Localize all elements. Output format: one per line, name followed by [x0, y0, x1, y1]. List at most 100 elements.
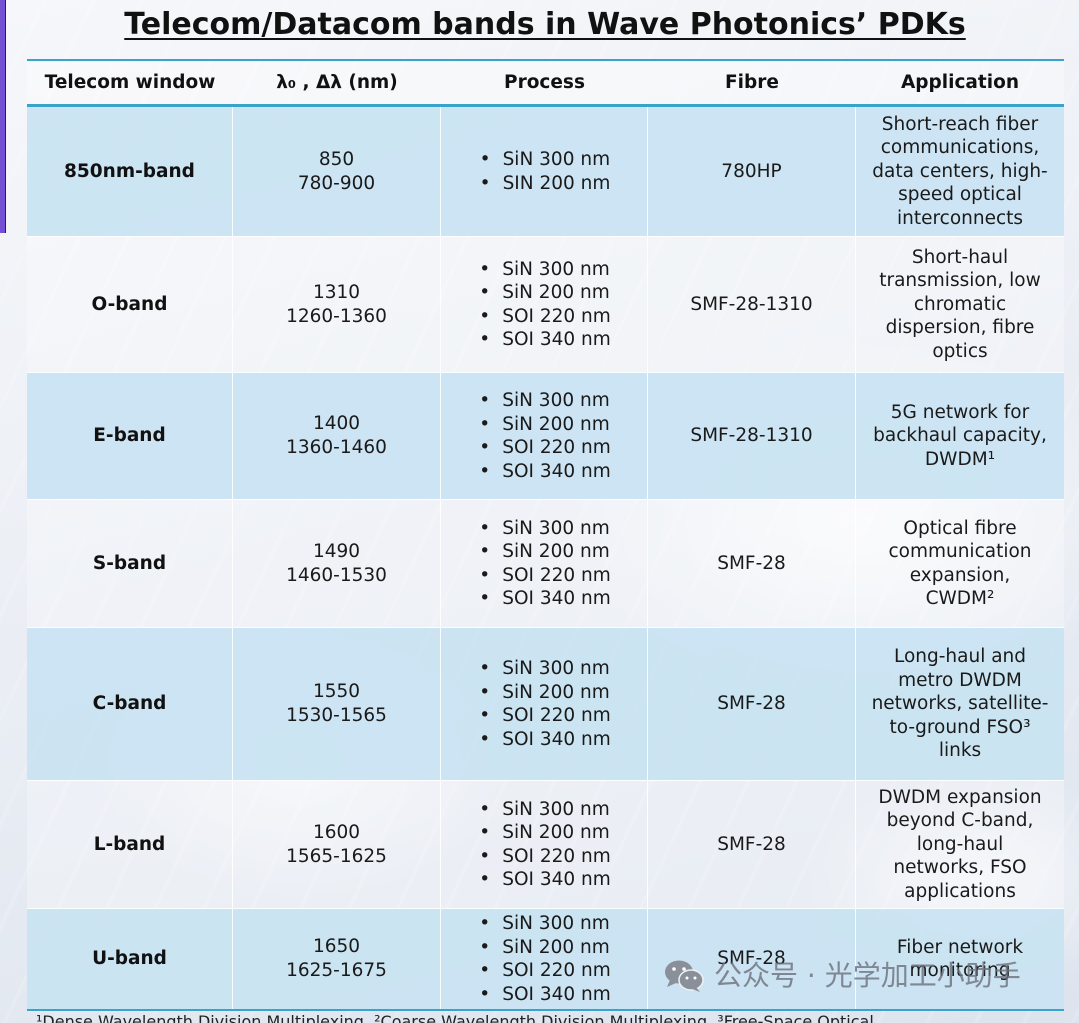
wavelength-range: 1565-1625 — [286, 845, 387, 867]
application-line: CWDM² — [925, 588, 995, 609]
process-list: SiN 300 nm SiN 200 nm SOI 220 nm SOI 340… — [477, 389, 611, 483]
process-list: SiN 300 nm SiN 200 nm SOI 220 nm SOI 340… — [477, 657, 611, 751]
application-line: beyond C-band, — [886, 810, 1034, 832]
process-item: SiN 200 nm — [477, 413, 611, 437]
application-line: DWDM expansion — [878, 786, 1042, 808]
application-cell: DWDM expansion beyond C-band, long-haul … — [856, 781, 1064, 908]
process-item: SOI 220 nm — [477, 959, 611, 983]
application-line: Optical fibre — [903, 517, 1017, 539]
wavelength-cell: 1550 1530-1565 — [233, 628, 441, 780]
process-item: SOI 340 nm — [477, 868, 611, 892]
process-list: SiN 300 nm SiN 200 nm SOI 220 nm SOI 340… — [477, 912, 611, 1006]
column-header-process: Process — [504, 71, 585, 93]
process-item: SOI 220 nm — [477, 845, 611, 869]
process-list: SiN 300 nm SIN 200 nm — [478, 148, 611, 195]
process-cell: SiN 300 nm SiN 200 nm SOI 220 nm SOI 340… — [441, 237, 648, 372]
process-item: SOI 340 nm — [477, 983, 611, 1007]
application-line: networks, FSO — [893, 857, 1027, 879]
wavelength-range: 1625-1675 — [286, 960, 387, 981]
footnote-text: ¹Dense Wavelength Division Multiplexing,… — [36, 1012, 874, 1023]
fibre-type: SMF-28 — [648, 500, 856, 627]
application-line: Long-haul and — [893, 646, 1027, 668]
process-item: SiN 200 nm — [477, 936, 611, 960]
wechat-icon — [665, 960, 704, 992]
center-wavelength: 1550 — [312, 681, 361, 702]
wavelength-cell: 850 780-900 — [233, 107, 441, 236]
page-title: Telecom/Datacom bands in Wave Photonics’… — [124, 7, 966, 42]
application-line: speed optical — [898, 184, 1022, 206]
process-item: SOI 340 nm — [477, 587, 611, 611]
band-name: C-band — [27, 628, 233, 780]
process-cell: SiN 300 nm SiN 200 nm SOI 220 nm SOI 340… — [441, 781, 648, 908]
process-item: SOI 220 nm — [477, 704, 611, 728]
watermark: 公众号 · 光学加工小助手 — [664, 958, 1021, 994]
side-accent-bar — [0, 0, 6, 233]
process-item: SIN 200 nm — [478, 172, 611, 196]
footnote: ¹Dense Wavelength Division Multiplexing,… — [36, 1012, 1066, 1023]
process-item: SOI 220 nm — [477, 305, 611, 329]
fibre-type: SMF-28 — [648, 781, 856, 908]
application-line: communications, — [880, 137, 1040, 159]
application-line: chromatic — [913, 293, 1007, 315]
center-wavelength: 1650 — [312, 936, 361, 957]
application-line: transmission, low — [879, 270, 1041, 292]
center-wavelength: 1490 — [312, 540, 361, 562]
band-name: 850nm-band — [27, 107, 233, 236]
process-cell: SiN 300 nm SiN 200 nm SOI 220 nm SOI 340… — [441, 373, 648, 499]
application-line: to-ground FSO³ — [889, 716, 1031, 738]
band-name: U-band — [27, 909, 233, 1009]
band-name: S-band — [27, 500, 233, 627]
application-line: 5G network for — [890, 401, 1030, 423]
process-cell: SiN 300 nm SIN 200 nm — [441, 107, 648, 236]
application-line: dispersion, fibre — [885, 317, 1035, 339]
application-line: interconnects — [896, 207, 1024, 229]
column-header-fibre: Fibre — [725, 71, 779, 93]
fibre-type: SMF-28-1310 — [648, 237, 856, 372]
application-line: long-haul — [916, 833, 1004, 855]
fibre-type: 780HP — [648, 107, 856, 236]
process-list: SiN 300 nm SiN 200 nm SOI 220 nm SOI 340… — [477, 798, 611, 892]
process-item: SOI 340 nm — [477, 328, 611, 352]
process-list: SiN 300 nm SiN 200 nm SOI 220 nm SOI 340… — [477, 517, 611, 611]
process-item: SiN 200 nm — [477, 821, 611, 845]
process-item: SiN 300 nm — [477, 912, 611, 936]
application-cell: Short-haul transmission, low chromatic d… — [856, 237, 1064, 372]
process-cell: SiN 300 nm SiN 200 nm SOI 220 nm SOI 340… — [441, 500, 648, 627]
fibre-type: SMF-28 — [648, 628, 856, 780]
center-wavelength: 850 — [318, 148, 355, 170]
process-item: SOI 220 nm — [477, 564, 611, 588]
wavelength-cell: 1400 1360-1460 — [233, 373, 441, 499]
process-cell: SiN 300 nm SiN 200 nm SOI 220 nm SOI 340… — [441, 909, 648, 1009]
process-item: SOI 340 nm — [477, 728, 611, 752]
band-name: L-band — [27, 781, 233, 908]
process-item: SiN 300 nm — [477, 657, 611, 681]
center-wavelength: 1310 — [312, 281, 361, 303]
table-row-e-band: E-band 1400 1360-1460 SiN 300 nm SiN 200… — [27, 372, 1064, 499]
table-row-c-band: C-band 1550 1530-1565 SiN 300 nm SiN 200… — [27, 627, 1064, 780]
application-line: expansion, — [909, 564, 1011, 586]
process-item: SiN 300 nm — [477, 517, 611, 541]
application-cell: Optical fibre communication expansion, C… — [856, 500, 1064, 627]
application-cell: 5G network for backhaul capacity, DWDM¹ — [856, 373, 1064, 499]
table-row-850nm-band: 850nm-band 850 780-900 SiN 300 nm SIN 20… — [27, 107, 1064, 236]
application-line: metro DWDM — [898, 669, 1022, 691]
process-item: SOI 220 nm — [477, 436, 611, 460]
wavelength-cell: 1650 1625-1675 — [233, 909, 441, 1009]
band-name: E-band — [27, 373, 233, 499]
application-cell: Fiber network monitoring — [856, 909, 1064, 1009]
process-item: SiN 200 nm — [477, 281, 611, 305]
bands-table: Telecom window λ₀ , Δλ (nm) Process Fibr… — [27, 59, 1064, 1011]
table-header-row: Telecom window λ₀ , Δλ (nm) Process Fibr… — [27, 61, 1064, 107]
wavelength-range: 1460-1530 — [286, 564, 387, 586]
process-item: SiN 300 nm — [477, 798, 611, 822]
process-item: SiN 300 nm — [477, 389, 611, 413]
process-cell: SiN 300 nm SiN 200 nm SOI 220 nm SOI 340… — [441, 628, 648, 780]
watermark-text: 公众号 · 光学加工小助手 — [714, 959, 1021, 992]
application-cell: Long-haul and metro DWDM networks, satel… — [856, 628, 1064, 780]
column-header-telecom-window: Telecom window — [44, 71, 216, 93]
column-header-application: Application — [900, 71, 1019, 93]
wavelength-range: 1260-1360 — [286, 305, 387, 327]
band-name: O-band — [27, 237, 233, 372]
application-line: Fiber network — [896, 936, 1024, 958]
wavelength-cell: 1490 1460-1530 — [233, 500, 441, 627]
